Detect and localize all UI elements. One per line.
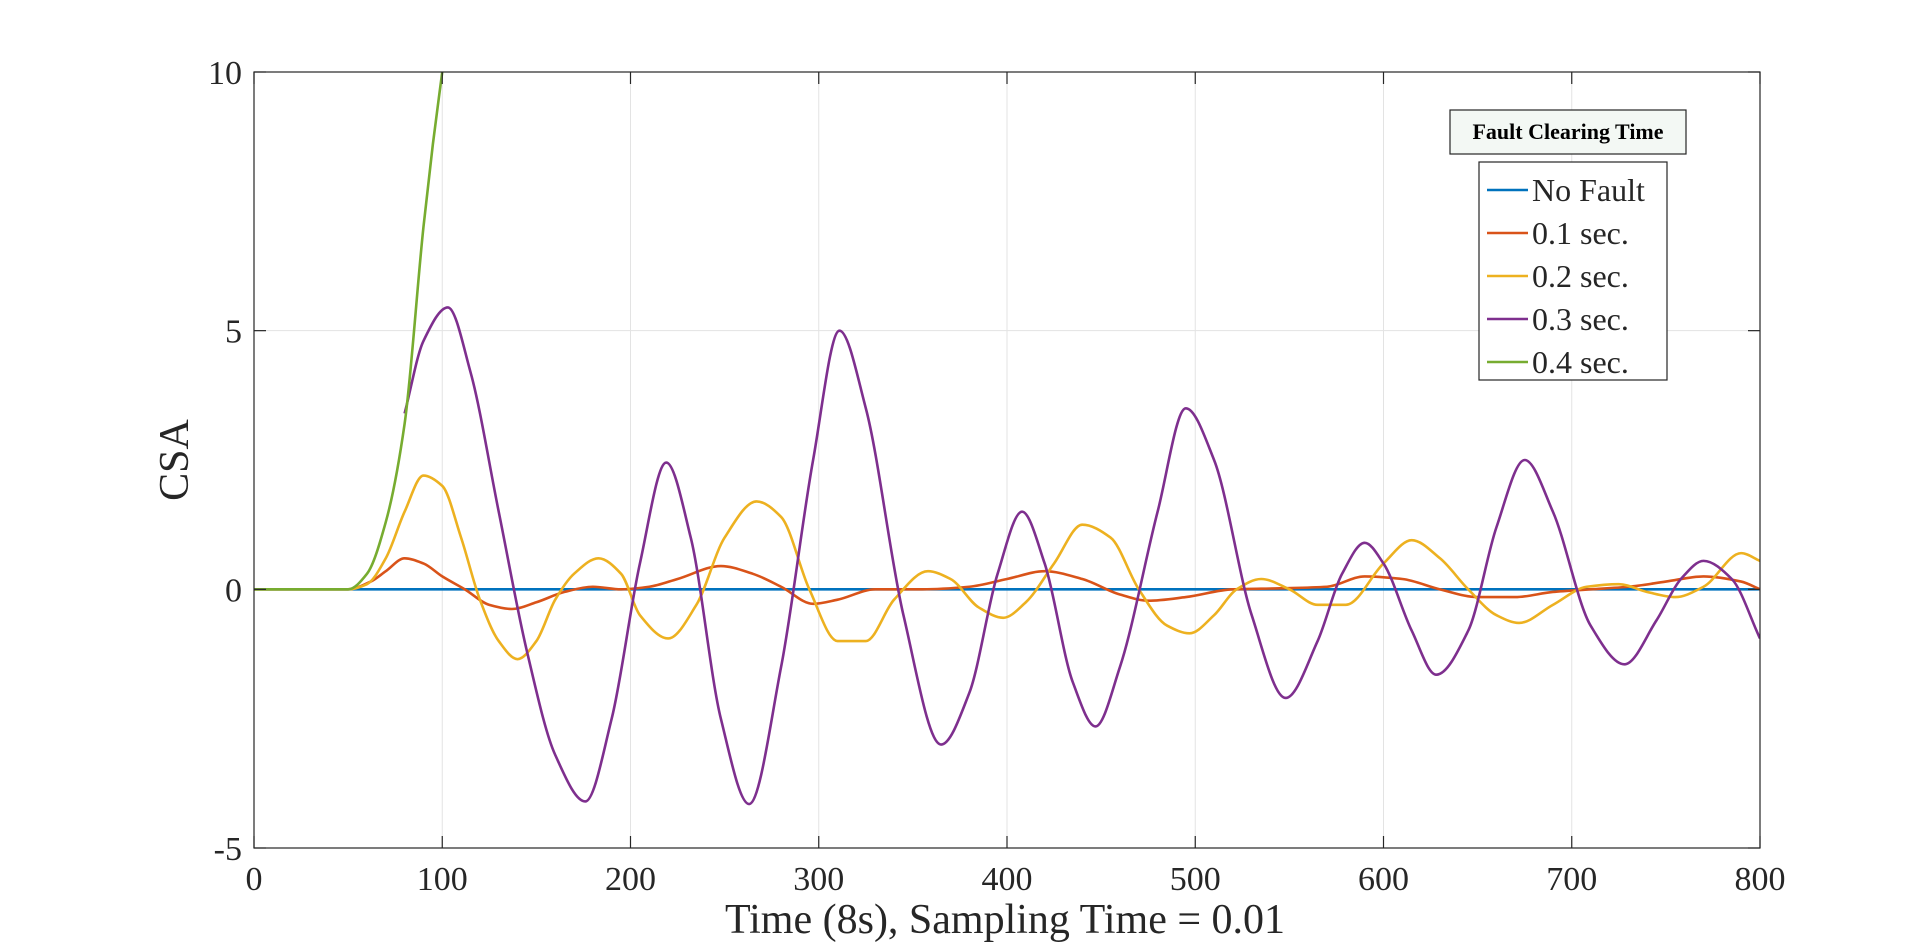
y-tick-label: -5 xyxy=(214,831,242,868)
legend-title-box: Fault Clearing Time xyxy=(1449,109,1687,155)
x-tick-label: 100 xyxy=(417,861,468,898)
x-tick-label: 300 xyxy=(793,861,844,898)
legend: No Fault 0.1 sec. 0.2 sec. 0.3 sec. 0.4 sec. xyxy=(1478,161,1668,381)
x-tick-label: 400 xyxy=(982,861,1033,898)
legend-title-frame xyxy=(1449,109,1687,155)
legend-title: Fault Clearing Time xyxy=(1472,119,1663,144)
x-tick-label: 800 xyxy=(1735,861,1786,898)
x-tick-label: 600 xyxy=(1358,861,1409,898)
series-layer xyxy=(254,72,1760,806)
x-axis-label: Time (8s), Sampling Time = 0.01 xyxy=(725,897,1285,943)
y-axis-label: CSA xyxy=(152,418,198,500)
y-tick-label: 10 xyxy=(208,55,242,92)
x-tick-label: 500 xyxy=(1170,861,1221,898)
series-line-0-4-sec xyxy=(254,72,444,591)
x-tick-label: 200 xyxy=(605,861,656,898)
x-tick-label: 700 xyxy=(1546,861,1597,898)
y-tick-label: 5 xyxy=(225,314,242,351)
legend-label-0-2-sec: 0.2 sec. xyxy=(1532,258,1629,294)
x-tick-label: 0 xyxy=(246,861,263,898)
ticks xyxy=(253,71,1761,849)
legend-label-0-1-sec: 0.1 sec. xyxy=(1532,215,1629,251)
series-line-0-2-sec xyxy=(254,474,1760,661)
series-line-0-3-sec xyxy=(403,306,1760,806)
series-line-0-1-sec xyxy=(254,556,1760,611)
legend-frame xyxy=(1478,161,1668,381)
legend-label-0-3-sec: 0.3 sec. xyxy=(1532,301,1629,337)
y-tick-label: 0 xyxy=(225,572,242,609)
legend-label-no-fault: No Fault xyxy=(1532,172,1645,208)
legend-label-0-4-sec: 0.4 sec. xyxy=(1532,344,1629,380)
